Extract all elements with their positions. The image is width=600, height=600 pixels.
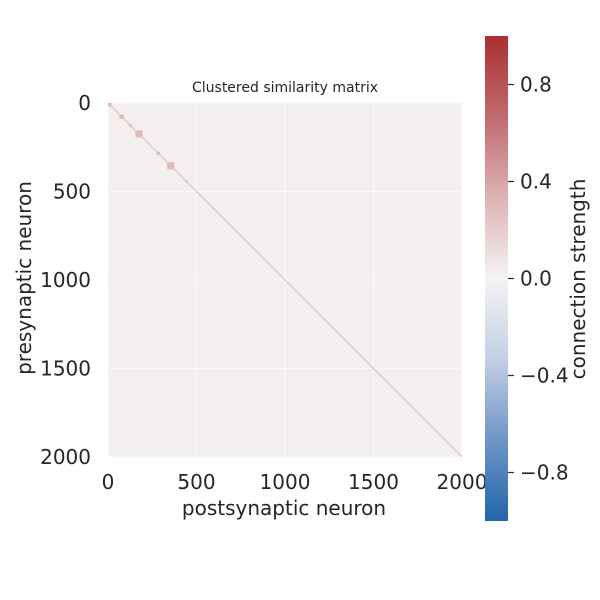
colorbar-gradient (485, 36, 508, 521)
heatmap-diagonal (107, 102, 463, 458)
heatmap-cluster-block (156, 151, 160, 155)
heatmap-cluster-block (119, 114, 124, 119)
x-tick-label: 1000 (260, 470, 311, 494)
y-axis-label: presynaptic neuron (12, 181, 36, 375)
y-axis: 0 500 1000 1500 2000 (40, 91, 91, 469)
x-tick-label: 1500 (348, 470, 399, 494)
y-tick-label: 2000 (40, 445, 91, 469)
colorbar: 0.8 0.4 0.0 −0.4 −0.8 (485, 36, 569, 521)
x-axis: 0 500 1000 1500 2000 (102, 470, 488, 494)
colorbar-tick-label: −0.8 (520, 461, 569, 485)
heatmap-cluster-block (108, 103, 112, 107)
colorbar-tick-label: 0.8 (520, 73, 552, 97)
y-tick-label: 500 (53, 180, 91, 204)
heatmap-cluster-block (185, 180, 189, 184)
y-tick-label: 0 (78, 91, 91, 115)
colorbar-tick-label: −0.4 (520, 364, 569, 388)
colorbar-tick-label: 0.0 (520, 267, 552, 291)
heatmap-cluster-block (135, 130, 143, 138)
y-tick-label: 1500 (40, 357, 91, 381)
x-tick-label: 2000 (437, 470, 488, 494)
colorbar-tick-label: 0.4 (520, 170, 552, 194)
heatmap-cluster-block (167, 162, 175, 170)
x-axis-label: postsynaptic neuron (182, 496, 386, 520)
x-tick-label: 500 (177, 470, 215, 494)
plot-area (107, 102, 463, 458)
heatmap-cluster-block (213, 208, 216, 211)
x-tick-label: 0 (102, 470, 115, 494)
colorbar-label: connection strength (566, 179, 590, 380)
chart-title: Clustered similarity matrix (192, 80, 378, 96)
heatmap-cluster-block (128, 123, 132, 127)
y-tick-label: 1000 (40, 268, 91, 292)
